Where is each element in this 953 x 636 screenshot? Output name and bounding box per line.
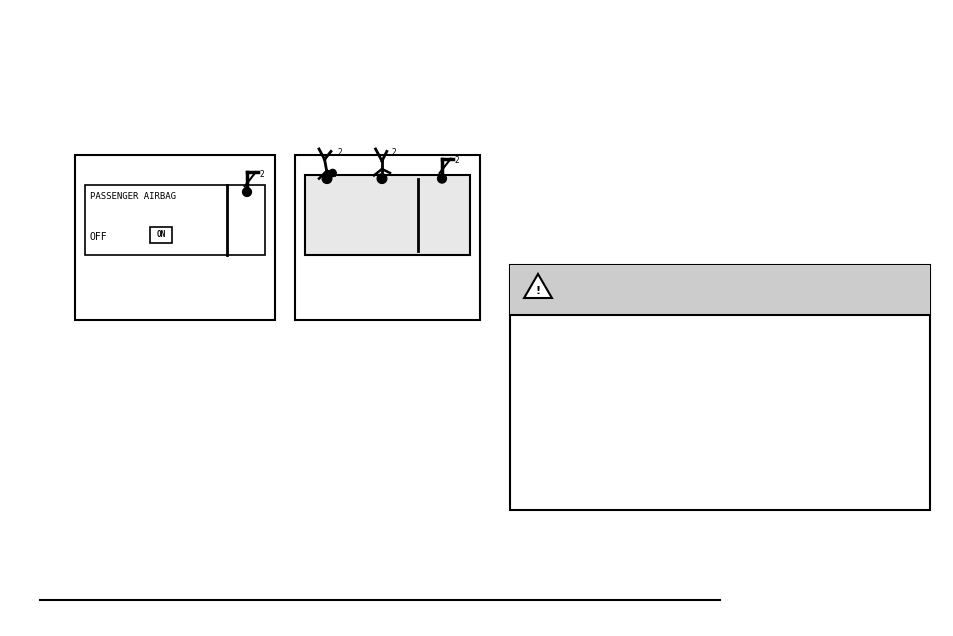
Bar <box>150 227 172 243</box>
Bar <box>305 175 470 255</box>
Polygon shape <box>523 274 552 298</box>
Text: PASSENGER AIRBAG: PASSENGER AIRBAG <box>90 193 175 202</box>
Text: !: ! <box>535 286 540 296</box>
Circle shape <box>329 169 335 177</box>
Bar <box>294 155 479 320</box>
Circle shape <box>242 188 252 197</box>
Text: 2: 2 <box>259 170 264 179</box>
Bar <box>85 185 265 255</box>
Text: OFF: OFF <box>90 232 108 242</box>
Text: ON: ON <box>156 230 166 240</box>
Bar <box>75 155 274 320</box>
Circle shape <box>437 174 446 183</box>
Text: 2: 2 <box>455 156 459 165</box>
Bar <box>510 265 929 510</box>
Circle shape <box>376 174 386 183</box>
Circle shape <box>322 174 332 183</box>
Bar <box>510 265 929 315</box>
Text: 2: 2 <box>391 148 395 158</box>
Text: 2: 2 <box>337 148 342 158</box>
